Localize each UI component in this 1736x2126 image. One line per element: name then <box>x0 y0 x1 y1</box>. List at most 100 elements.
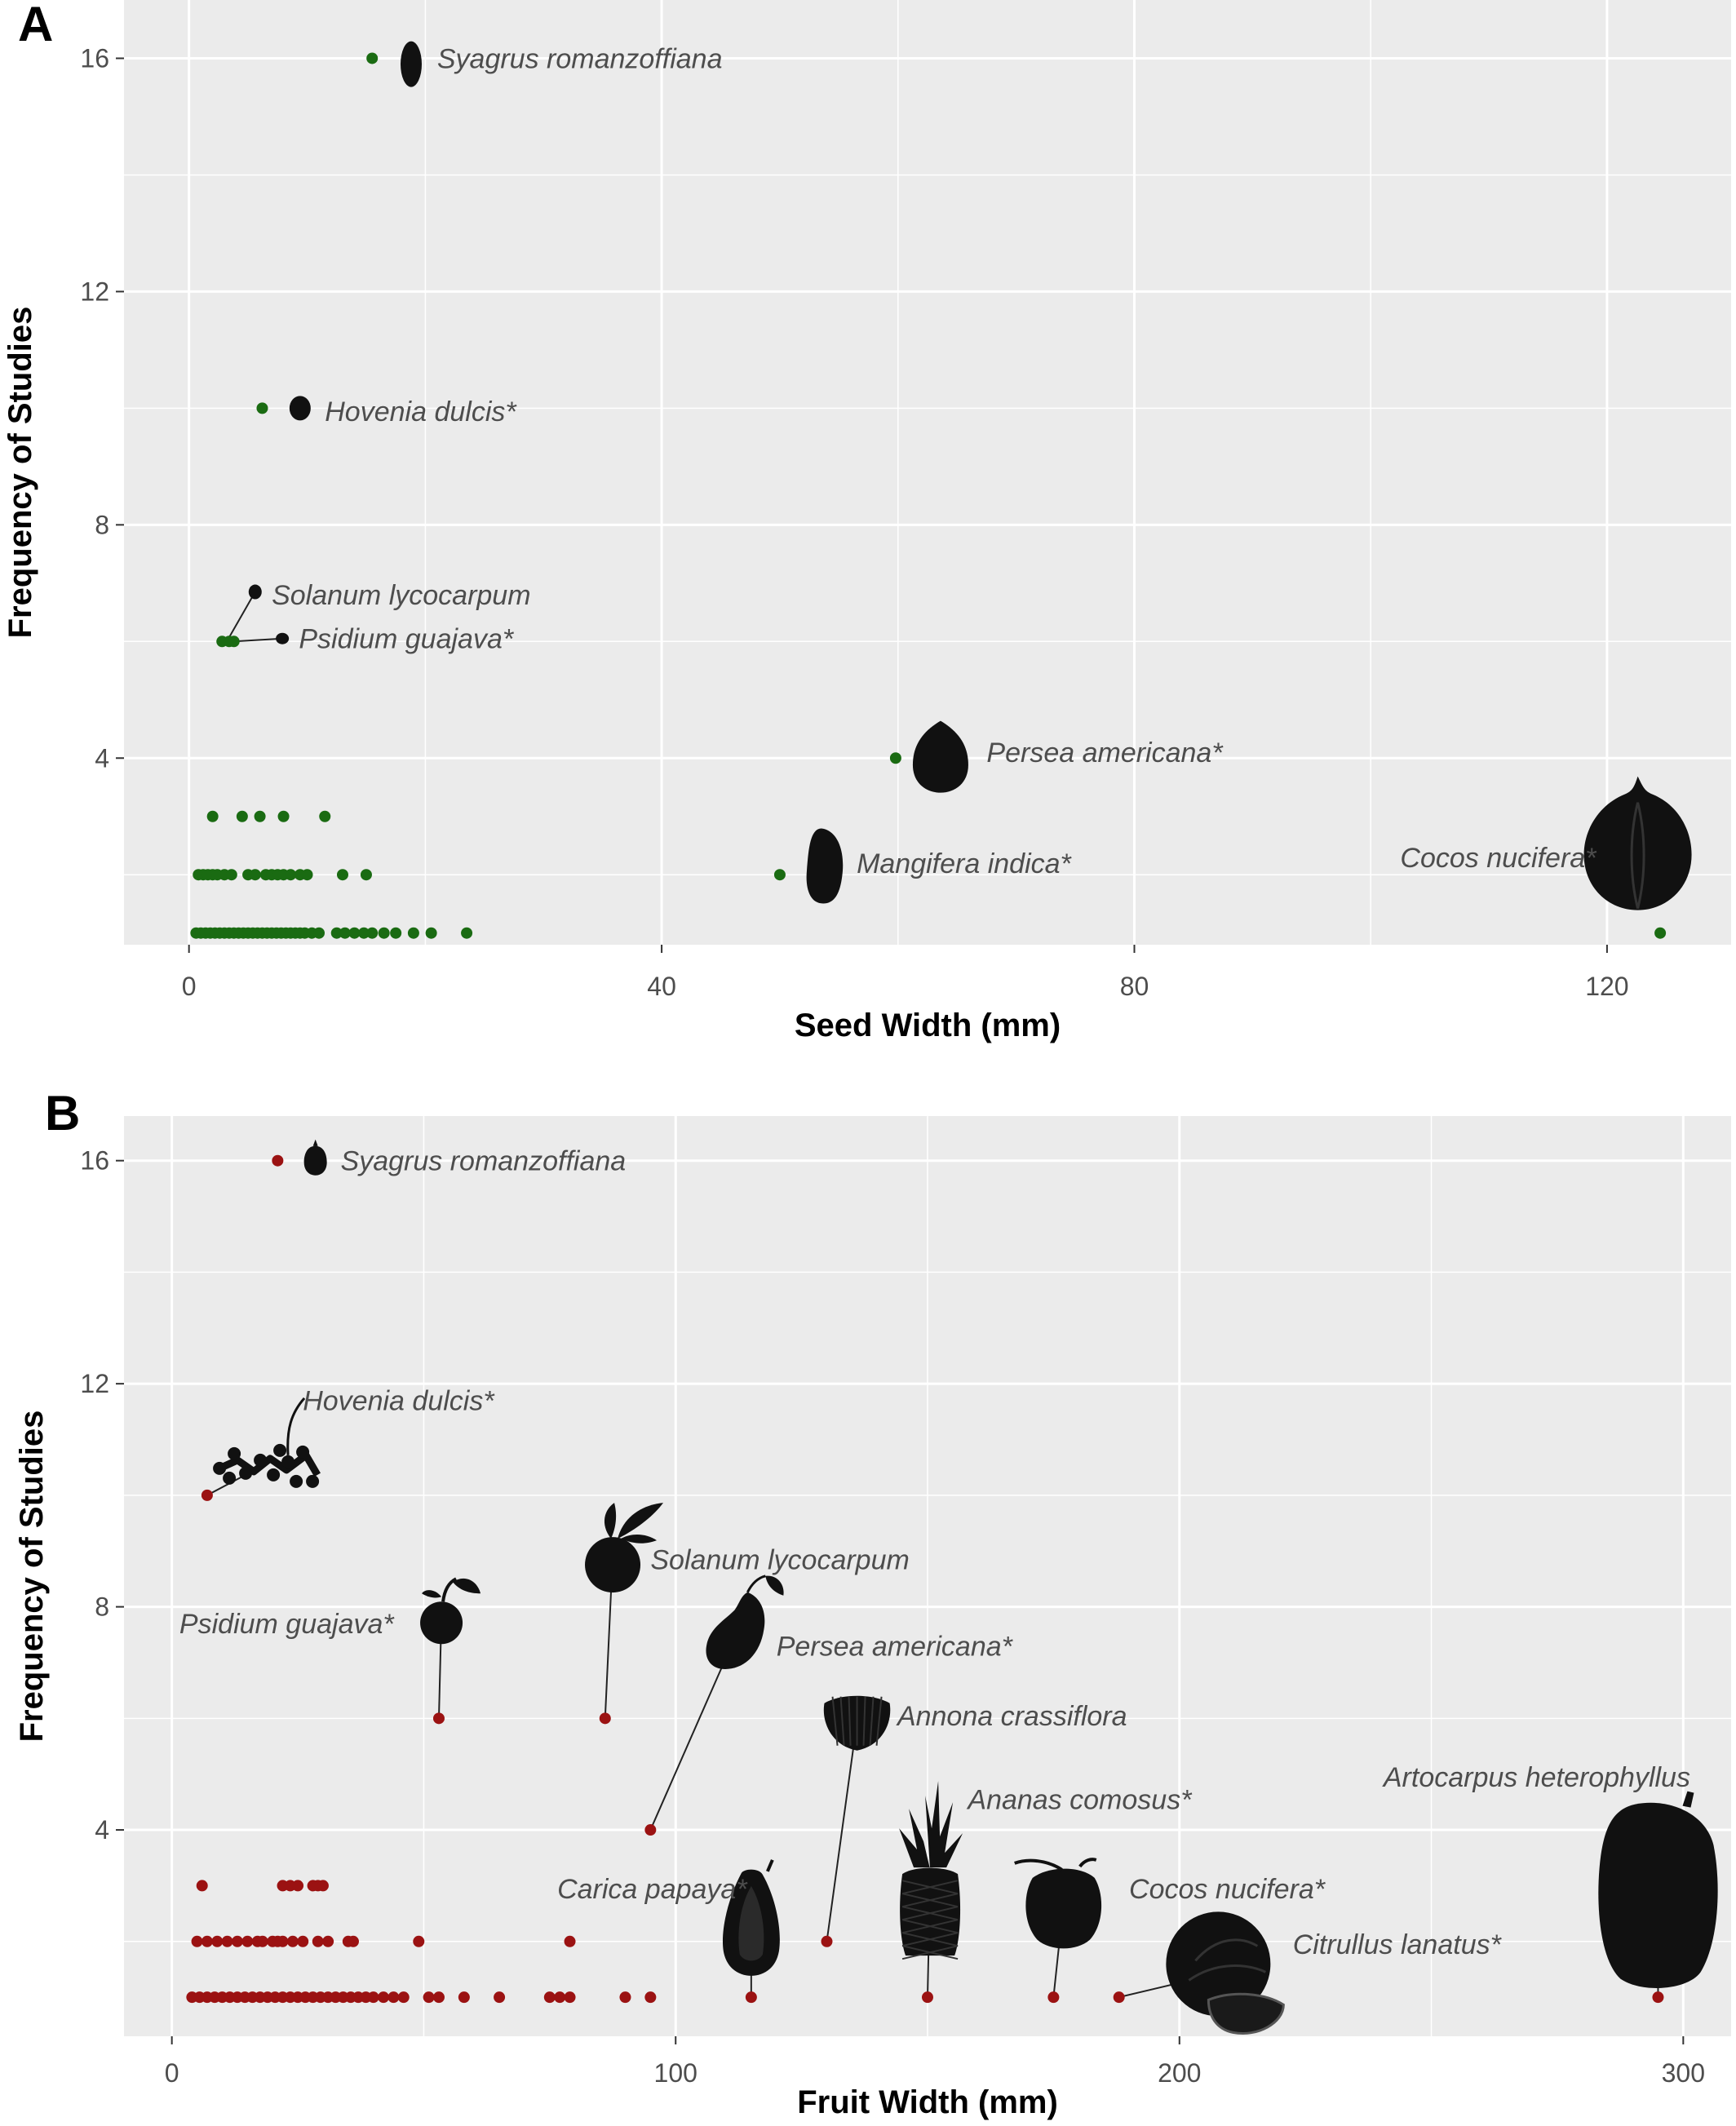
panel-a-data-point <box>773 869 786 881</box>
panel-b-data-point <box>196 1880 208 1892</box>
panel-a-data-point <box>254 810 266 822</box>
panel-b-species-label: Annona crassiflora <box>896 1701 1127 1732</box>
panel-b-data-point <box>423 1991 435 2004</box>
panel-b-data-point <box>388 1991 400 2004</box>
panel-b-data-point <box>564 1991 576 2004</box>
panel-b-data-point <box>599 1712 611 1725</box>
panel-a-species-label: Cocos nucifera* <box>1400 843 1597 874</box>
panel-a-data-point <box>277 810 290 822</box>
panel-b-x-tick-label: 200 <box>1158 2058 1201 2088</box>
panel-b-data-point <box>378 1991 390 2004</box>
panel-a-x-tick-label: 80 <box>1120 972 1149 1001</box>
panel-b-species-label: Cocos nucifera* <box>1129 1874 1326 1905</box>
panel-a-x-axis-title: Seed Width (mm) <box>795 1008 1061 1043</box>
panel-b-y-tick-label: 8 <box>95 1592 109 1622</box>
panel-b-y-tick-label: 4 <box>95 1815 109 1845</box>
panel-a-data-point <box>360 869 372 881</box>
panel-b-data-point <box>211 1935 224 1947</box>
panel-b-data-point <box>432 1712 445 1725</box>
panel-b-data-point <box>745 1991 757 2004</box>
panel-b-species-label: Ananas comosus* <box>966 1784 1193 1815</box>
panel-a-data-point <box>301 869 313 881</box>
panel-b-data-point <box>201 1935 213 1947</box>
panel-b-species-label: Syagrus romanzoffiana <box>341 1146 627 1177</box>
panel-a-data-point <box>330 927 343 939</box>
panel-a-species-label: Persea americana* <box>986 737 1224 768</box>
avocado-fruit-icon <box>706 1575 784 1669</box>
panel-a-species-label: Hovenia dulcis* <box>325 396 517 427</box>
panel-a-data-point <box>366 52 379 64</box>
panel-b-data-point <box>619 1991 631 2004</box>
panel-a-data-point <box>461 927 473 939</box>
panel-a-data-point <box>390 927 402 939</box>
panel-b-data-point <box>221 1935 233 1947</box>
panel-b-y-tick-label: 16 <box>80 1146 109 1176</box>
hovenia-seed-icon <box>289 396 311 421</box>
annona-fruit-icon <box>823 1695 891 1751</box>
panel-b-species-label: Psidium guajava* <box>179 1609 395 1640</box>
panel-b-data-point <box>543 1991 556 2004</box>
panel-b-x-tick-label: 0 <box>165 2058 179 2088</box>
palm-seed-icon <box>400 41 422 87</box>
hovenia-fruit-icon <box>213 1397 321 1488</box>
panel-b-letter: B <box>45 1086 80 1141</box>
panel-a-letter: A <box>18 0 53 51</box>
panel-b-data-point <box>277 1935 289 1947</box>
panel-b-data-point <box>297 1935 309 1947</box>
panel-b-x-tick-label: 300 <box>1662 2058 1705 2088</box>
panel-b-data-point <box>256 1935 268 1947</box>
panel-b-y-axis-title: Frequency of Studies <box>14 1411 50 1743</box>
panel-b-data-point <box>413 1935 425 1947</box>
panel-b-data-point <box>1047 1991 1060 2004</box>
panel-b-data-point <box>397 1991 410 2004</box>
panel-b-data-point <box>554 1991 566 2004</box>
panel-b-data-point <box>494 1991 506 2004</box>
panel-a-data-point <box>256 402 268 414</box>
syagrus-fruit-icon <box>303 1139 327 1176</box>
panel-a-species-label: Mangifera indica* <box>857 848 1072 879</box>
panel-a-plot-background <box>124 0 1731 945</box>
mango-seed-icon <box>806 828 844 904</box>
panel-b-species-label: Persea americana* <box>777 1631 1014 1662</box>
panel-a-data-point <box>407 927 419 939</box>
panel-a-data-point <box>348 927 361 939</box>
panel-b-data-point <box>231 1935 243 1947</box>
panel-b-data-point <box>432 1991 445 2004</box>
panel-a-data-point <box>336 869 348 881</box>
panel-a-data-point <box>889 752 901 764</box>
panel-a-y-tick-label: 16 <box>80 43 109 73</box>
avocado-seed-icon <box>912 720 968 793</box>
panel-a-data-point <box>319 810 331 822</box>
panel-a-leader-line <box>226 591 256 642</box>
pineapple-fruit-icon <box>899 1781 963 1960</box>
panel-b-data-point <box>272 1154 284 1167</box>
panel-a-data-point <box>366 927 379 939</box>
psidium-seed-icon <box>276 632 290 644</box>
panel-a-chart: 0 40 80 120 4 8 12 16 Seed Width (mm) Frequency o… <box>2 0 1731 1043</box>
panel-a-data-point <box>249 869 261 881</box>
panel-b-y-tick-label: 12 <box>80 1369 109 1398</box>
panel-b-species-label: Carica papaya* <box>557 1874 748 1905</box>
panel-a-data-point <box>1654 927 1667 939</box>
panel-a-x-tick-label: 40 <box>647 972 676 1001</box>
panel-a-y-axis-title: Frequency of Studies <box>2 307 38 639</box>
panel-a-y-tick-label: 8 <box>95 510 109 539</box>
panel-b-data-point <box>312 1935 324 1947</box>
panel-b-species-label: Solanum lycocarpum <box>650 1544 909 1575</box>
panel-a-x-tick-label: 120 <box>1585 972 1628 1001</box>
panel-b-leader-line <box>826 1721 858 1942</box>
panel-b-data-point <box>201 1489 213 1501</box>
solanum-fruit-icon <box>585 1503 664 1593</box>
panel-b-data-point <box>367 1991 379 2004</box>
panel-a-data-point <box>358 927 370 939</box>
panel-a-x-tick-label: 0 <box>182 972 197 1001</box>
panel-b-data-point <box>821 1935 833 1947</box>
panel-b-data-point <box>922 1991 933 2004</box>
panel-b-data-point <box>347 1935 359 1947</box>
panel-b-species-label: Hovenia dulcis* <box>303 1386 495 1417</box>
watermelon-fruit-icon <box>1166 1911 1285 2035</box>
panel-a-species-label: Psidium guajava* <box>299 624 514 655</box>
coconut-seed-icon <box>1583 776 1692 910</box>
panel-a-data-point <box>378 927 390 939</box>
